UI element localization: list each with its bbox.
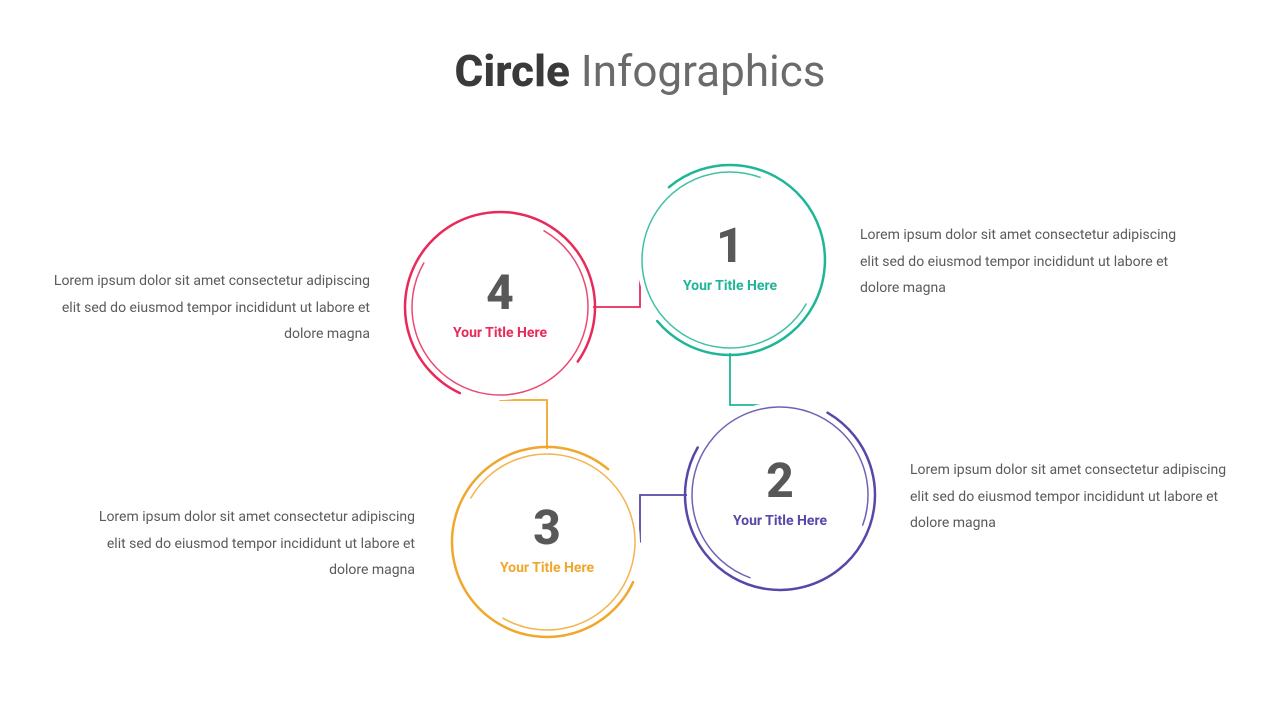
circle-node-1: 1 Your Title Here <box>650 222 810 294</box>
node-number: 1 <box>650 222 810 270</box>
circle-diagram <box>0 0 1280 720</box>
node-number: 2 <box>700 457 860 505</box>
connector <box>500 400 547 450</box>
node-subtitle: Your Title Here <box>420 325 580 341</box>
node-description-1: Lorem ipsum dolor sit amet consectetur a… <box>860 222 1190 302</box>
circle-node-4: 4 Your Title Here <box>420 269 580 341</box>
node-subtitle: Your Title Here <box>467 560 627 576</box>
connector <box>730 350 780 405</box>
circle-node-3: 3 Your Title Here <box>467 504 627 576</box>
circle-node-2: 2 Your Title Here <box>700 457 860 529</box>
node-subtitle: Your Title Here <box>650 278 810 294</box>
node-description-4: Lorem ipsum dolor sit amet consectetur a… <box>40 268 370 348</box>
node-subtitle: Your Title Here <box>700 513 860 529</box>
node-number: 3 <box>467 504 627 552</box>
node-description-2: Lorem ipsum dolor sit amet consectetur a… <box>910 457 1240 537</box>
node-number: 4 <box>420 269 580 317</box>
node-description-3: Lorem ipsum dolor sit amet consectetur a… <box>85 504 415 584</box>
